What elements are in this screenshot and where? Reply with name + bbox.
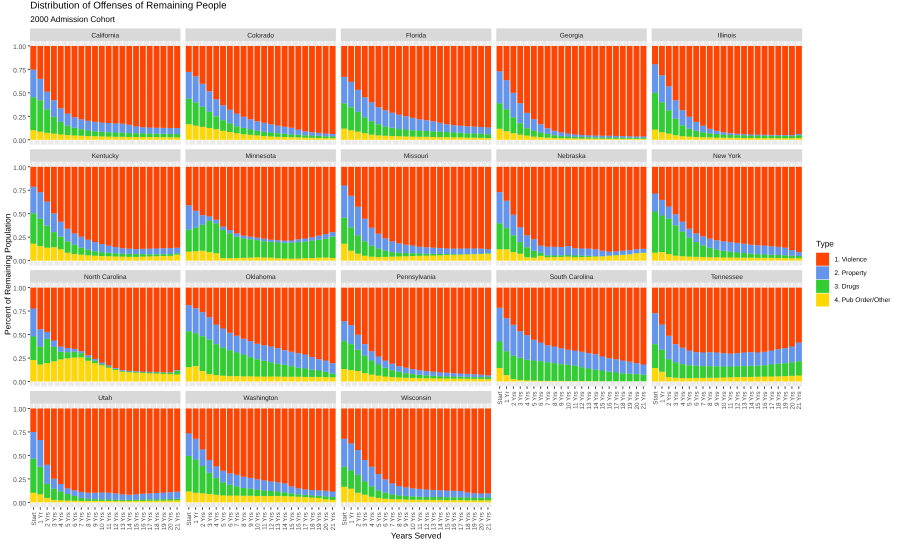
svg-text:1.00: 1.00 [13,406,26,413]
svg-text:0.75: 0.75 [13,67,26,74]
svg-text:21 Yrs: 21 Yrs [330,512,337,530]
svg-text:0.50: 0.50 [13,453,26,460]
svg-text:0.75: 0.75 [13,188,26,195]
svg-text:Percent of Remaining Populatio: Percent of Remaining Population [3,213,13,335]
svg-text:Nebraska: Nebraska [557,153,586,160]
svg-text:0.75: 0.75 [13,430,26,437]
svg-text:1.00: 1.00 [13,286,26,293]
svg-text:Georgia: Georgia [560,32,584,39]
svg-text:Pennsylvania: Pennsylvania [396,274,436,281]
svg-text:0.25: 0.25 [13,114,26,121]
svg-text:New York: New York [713,153,742,160]
svg-text:Missouri: Missouri [404,153,429,160]
svg-text:Type: Type [816,240,834,249]
svg-text:Oklahoma: Oklahoma [246,274,276,281]
svg-text:0.00: 0.00 [13,380,26,387]
svg-text:1. Violence: 1. Violence [834,256,867,263]
svg-text:0.00: 0.00 [13,259,26,266]
svg-text:Utah: Utah [98,395,112,402]
svg-text:0.25: 0.25 [13,477,26,484]
svg-text:Illinois: Illinois [718,32,737,39]
svg-text:3. Drugs: 3. Drugs [834,284,860,291]
svg-text:0.00: 0.00 [13,138,26,145]
svg-text:21 Yrs: 21 Yrs [174,512,181,530]
svg-text:21 Yrs: 21 Yrs [485,512,492,530]
svg-text:Florida: Florida [406,32,426,39]
svg-text:California: California [91,32,119,39]
svg-text:21 Yrs: 21 Yrs [796,391,803,409]
svg-text:4. Pub Order/Other: 4. Pub Order/Other [834,297,891,304]
svg-text:North Carolina: North Carolina [84,274,127,281]
svg-text:0.25: 0.25 [13,235,26,242]
svg-text:Kentucky: Kentucky [92,153,120,160]
svg-text:Tennessee: Tennessee [711,274,743,281]
svg-text:2000 Admission Cohort: 2000 Admission Cohort [30,15,115,24]
svg-text:0.75: 0.75 [13,309,26,316]
svg-text:Colorado: Colorado [247,32,274,39]
svg-text:1.00: 1.00 [13,165,26,172]
svg-text:0.00: 0.00 [13,500,26,507]
svg-text:0.50: 0.50 [13,212,26,219]
svg-text:21 Yrs: 21 Yrs [641,391,648,409]
svg-text:Washington: Washington [243,395,278,402]
svg-text:Distribution of Offenses of Re: Distribution of Offenses of Remaining Pe… [30,1,227,12]
svg-text:0.25: 0.25 [13,356,26,363]
svg-text:Wisconsin: Wisconsin [401,395,431,402]
svg-text:0.50: 0.50 [13,91,26,98]
svg-text:Years Served: Years Served [391,531,442,541]
svg-text:2. Property: 2. Property [834,270,867,277]
svg-text:0.50: 0.50 [13,333,26,340]
svg-text:Minnesota: Minnesota [245,153,276,160]
svg-text:1.00: 1.00 [13,44,26,51]
svg-text:South Carolina: South Carolina [550,274,594,281]
